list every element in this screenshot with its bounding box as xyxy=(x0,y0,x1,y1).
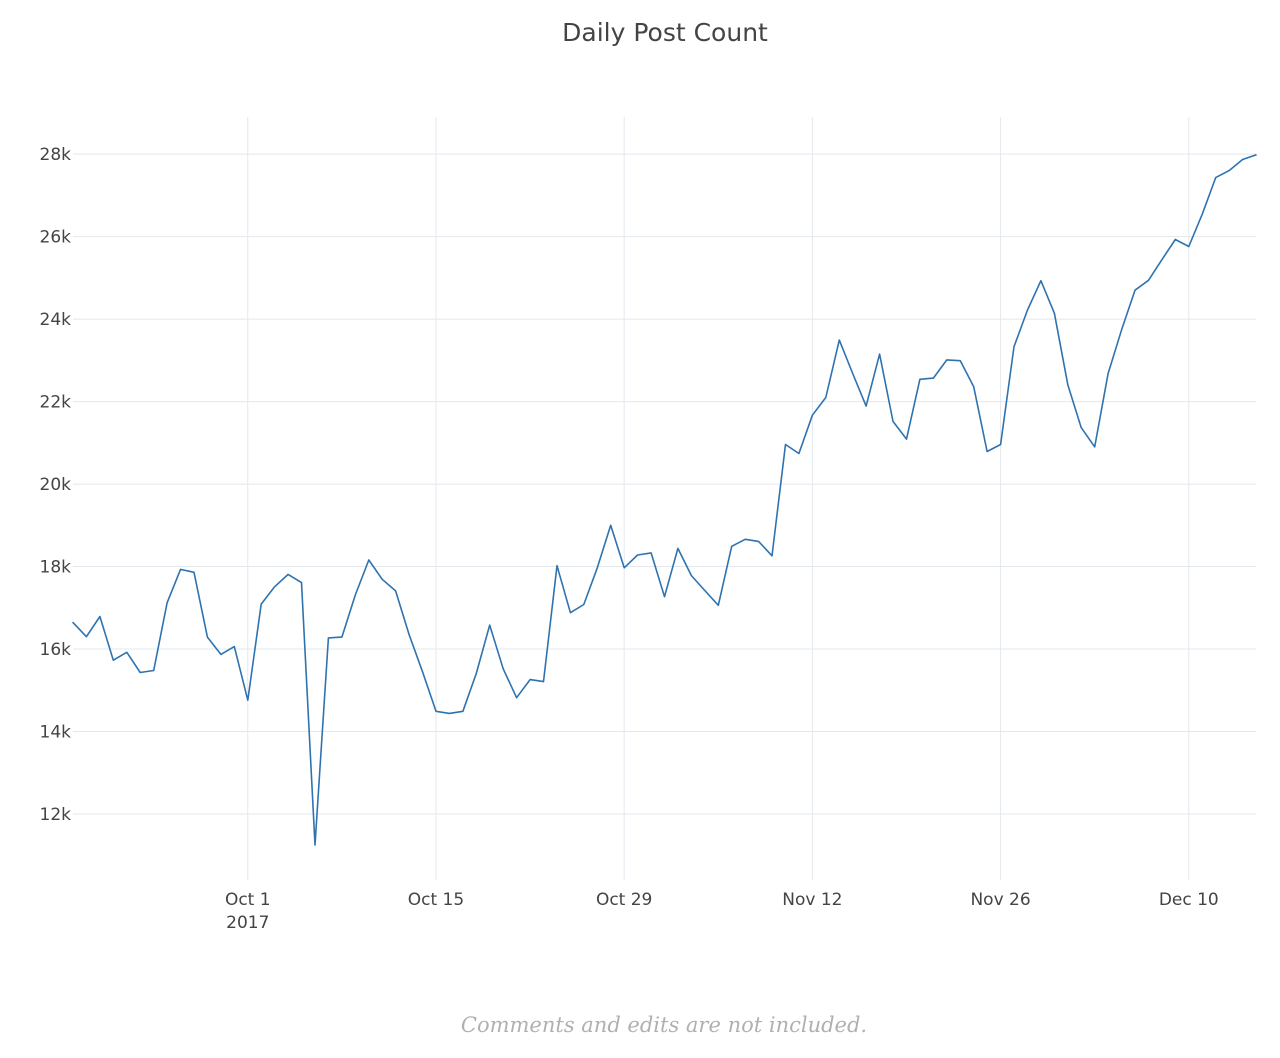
grid-lines xyxy=(73,117,1256,880)
line-chart: 12k 14k 16k 18k 20k 22k 24k 26k 28k Oct 1 2017 Oct … xyxy=(40,117,1257,933)
y-tick-label: 20k xyxy=(40,475,72,495)
x-tick-label: Oct 29 xyxy=(596,890,652,910)
y-tick-label: 28k xyxy=(40,145,72,165)
x-tick-label: Nov 12 xyxy=(782,890,842,910)
chart-title: Daily Post Count xyxy=(562,18,768,47)
x-tick-label: Oct 15 xyxy=(408,890,464,910)
x-tick-label: Dec 10 xyxy=(1159,890,1219,910)
y-tick-label: 26k xyxy=(40,228,72,248)
series-line xyxy=(72,154,1257,846)
y-tick-label: 12k xyxy=(40,805,72,825)
y-tick-label: 24k xyxy=(40,310,72,330)
x-tick-label: Oct 1 xyxy=(225,890,271,910)
series-layer xyxy=(72,154,1257,846)
y-tick-label: 16k xyxy=(40,640,72,660)
chart-caption: Comments and edits are not included. xyxy=(460,1013,868,1037)
y-tick-label: 18k xyxy=(40,558,72,578)
y-tick-label: 14k xyxy=(40,723,72,743)
x-tick-sublabel: 2017 xyxy=(226,913,269,933)
axis-labels: 12k 14k 16k 18k 20k 22k 24k 26k 28k Oct 1 2017 Oct … xyxy=(40,145,1219,933)
x-tick-label: Nov 26 xyxy=(970,890,1030,910)
y-tick-label: 22k xyxy=(40,393,72,413)
